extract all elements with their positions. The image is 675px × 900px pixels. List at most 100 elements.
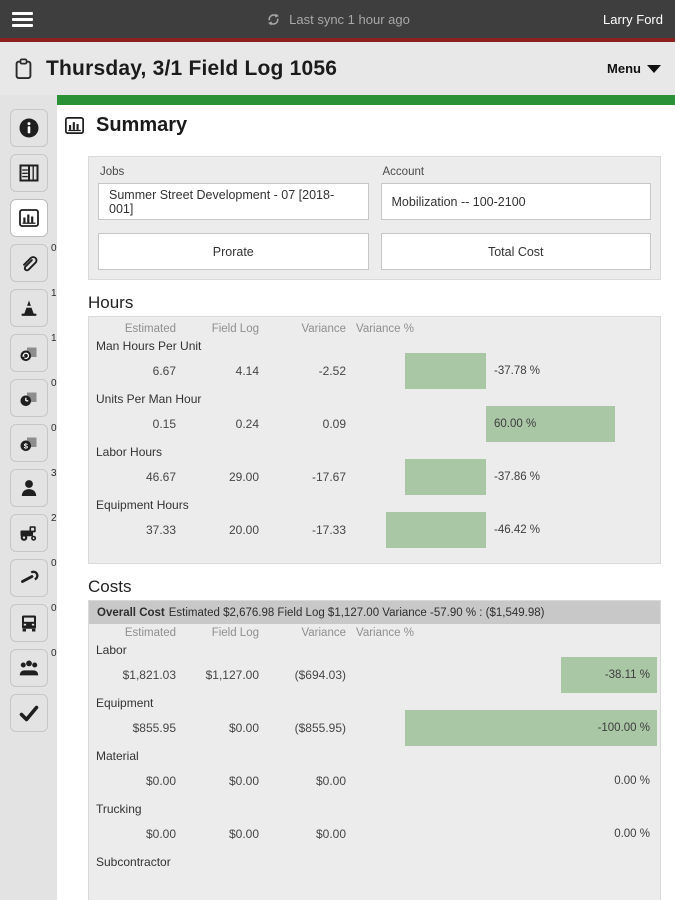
chart-row: Equipment $855.95 $0.00 ($855.95) -100.00 % — [89, 696, 660, 747]
estimated-value: $1,821.03 — [122, 668, 176, 682]
column-header: Estimated — [124, 323, 176, 335]
sidebar-item-delays[interactable]: 1 — [9, 288, 57, 327]
menu-button[interactable]: Menu — [607, 61, 661, 76]
row-values: $855.95 $0.00 ($855.95) -100.00 % — [89, 709, 660, 747]
field-log-value: $0.00 — [228, 827, 259, 841]
estimated-value: 37.33 — [145, 523, 176, 537]
sidebar-item-info[interactable] — [9, 109, 48, 147]
people-group-icon — [17, 656, 41, 680]
sidebar-item-crew[interactable]: 0 — [9, 648, 57, 687]
chart-row: Trucking $0.00 $0.00 $0.00 0.00 % — [89, 802, 660, 853]
sidebar-item-timecard[interactable] — [9, 154, 48, 192]
box-refresh-icon — [17, 341, 41, 365]
sync-label: Last sync 1 hour ago — [289, 11, 410, 27]
info-icon — [17, 116, 41, 140]
costs-heading: Costs — [88, 577, 132, 596]
row-label: Man Hours Per Unit — [96, 339, 202, 353]
page-title: Thursday, 3/1 Field Log 1056 — [46, 56, 338, 80]
field-log-value: 29.00 — [228, 470, 259, 484]
bar-chart-icon — [63, 114, 86, 137]
checkmark-icon — [17, 701, 41, 725]
variance-bar — [404, 353, 486, 389]
sidebar-item-trucking[interactable]: 0 — [9, 603, 57, 642]
chart-row: Equipment Hours 37.33 20.00 -17.33 -46.42 % — [89, 498, 660, 549]
overall-cost-text: Estimated $2,676.98 Field Log $1,127.00 … — [168, 606, 545, 619]
timecard-grid-icon — [17, 161, 41, 185]
truck-icon — [17, 611, 41, 635]
svg-text:$: $ — [23, 442, 28, 451]
row-label: Trucking — [96, 802, 142, 816]
user-name[interactable]: Larry Ford — [603, 11, 663, 27]
sidebar-item-approve[interactable] — [9, 694, 48, 732]
column-header: Variance — [301, 627, 346, 639]
chart-row: Subcontractor — [89, 855, 660, 869]
row-label: Equipment Hours — [96, 498, 189, 512]
row-values: 46.67 29.00 -17.67 -37.86 % — [89, 458, 660, 496]
variance-value: -2.52 — [318, 364, 346, 378]
column-headers: Estimated Field Log Variance Variance % — [89, 627, 660, 641]
field-log-value: $0.00 — [228, 774, 259, 788]
row-values: 37.33 20.00 -17.33 -46.42 % — [89, 511, 660, 549]
variance-value: $0.00 — [315, 774, 346, 788]
chart-row: Labor Hours 46.67 29.00 -17.67 -37.86 % — [89, 445, 660, 496]
variance-pct-label: -46.42 % — [494, 524, 541, 536]
jobs-label: Jobs — [100, 166, 125, 178]
sidebar-item-attachments[interactable]: 0 — [9, 243, 57, 282]
estimated-value: 0.15 — [152, 417, 176, 431]
sidebar-item-quantities[interactable]: 1 — [9, 333, 57, 372]
field-log-value: $1,127.00 — [205, 668, 259, 682]
costs-panel: Overall Cost Estimated $2,676.98 Field Lo… — [88, 600, 661, 900]
clipboard-icon — [14, 57, 33, 81]
variance-bar — [405, 710, 657, 746]
badge: 0 — [50, 378, 57, 389]
paperclip-icon — [17, 251, 41, 275]
badge: 0 — [50, 243, 57, 254]
row-label: Equipment — [96, 696, 154, 710]
summary-title: Summary — [96, 114, 188, 136]
badge: 0 — [50, 603, 57, 614]
badge: 0 — [50, 648, 57, 659]
column-header: Variance % — [356, 627, 414, 639]
variance-pct-label: 0.00 % — [614, 828, 650, 840]
overall-cost-row: Overall Cost Estimated $2,676.98 Field Lo… — [89, 601, 660, 624]
estimated-value: $0.00 — [145, 774, 176, 788]
variance-value: ($694.03) — [294, 668, 346, 682]
badge: 3 — [50, 468, 57, 479]
chart-row: Material $0.00 $0.00 $0.00 0.00 % — [89, 749, 660, 800]
sidebar-item-equipment[interactable]: 2 — [9, 513, 57, 552]
sidebar-item-tools[interactable]: 0 — [9, 558, 57, 597]
tool-icon — [17, 566, 41, 590]
column-headers: Estimated Field Log Variance Variance % — [89, 323, 660, 337]
variance-pct-label: -100.00 % — [597, 722, 650, 734]
field-log-value: $0.00 — [228, 721, 259, 735]
field-log-value: 4.14 — [235, 364, 259, 378]
title-bar: Thursday, 3/1 Field Log 1056 Menu — [0, 42, 675, 95]
estimated-value: 46.67 — [145, 470, 176, 484]
traffic-cone-icon — [17, 296, 41, 320]
sidebar: 0 1 1 0 $0 3 2 0 0 0 — [0, 95, 57, 900]
chevron-down-icon — [647, 64, 661, 73]
chart-row: Labor $1,821.03 $1,127.00 ($694.03) -38.11 % — [89, 643, 660, 694]
sidebar-item-summary[interactable] — [9, 199, 48, 237]
badge: 1 — [50, 288, 57, 299]
column-header: Estimated — [124, 627, 176, 639]
badge: 0 — [50, 558, 57, 569]
variance-pct-label: -37.78 % — [494, 365, 541, 377]
sidebar-item-hours[interactable]: 0 — [9, 378, 57, 417]
account-select[interactable]: Mobilization -- 100-2100 — [380, 183, 651, 220]
overall-cost-label: Overall Cost — [97, 606, 165, 619]
sidebar-item-employees[interactable]: 3 — [9, 468, 57, 507]
jobs-select[interactable]: Summer Street Development - 07 [2018-001… — [98, 183, 369, 220]
variance-value: ($855.95) — [294, 721, 346, 735]
sync-status: Last sync 1 hour ago — [0, 11, 675, 28]
total-cost-button[interactable]: Total Cost — [380, 233, 651, 270]
prorate-button[interactable]: Prorate — [98, 233, 369, 270]
variance-value: -17.67 — [311, 470, 346, 484]
sync-refresh-icon[interactable] — [265, 11, 282, 28]
hamburger-menu-icon[interactable] — [12, 9, 38, 29]
row-values: $1,821.03 $1,127.00 ($694.03) -38.11 % — [89, 656, 660, 694]
chart-row: Units Per Man Hour 0.15 0.24 0.09 60.00 % — [89, 392, 660, 443]
content-area: Summary Jobs Summer Street Development -… — [57, 95, 675, 900]
sidebar-item-costs[interactable]: $0 — [9, 423, 57, 462]
variance-bar — [404, 459, 486, 495]
